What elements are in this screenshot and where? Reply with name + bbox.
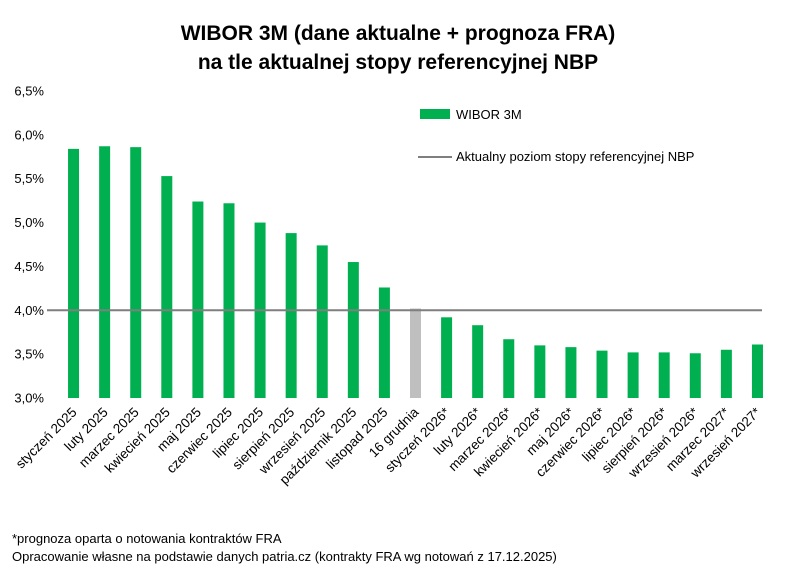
bar-15 xyxy=(534,345,546,398)
bar-17 xyxy=(596,350,608,398)
bar-12 xyxy=(441,317,453,398)
bar-4 xyxy=(192,201,204,398)
legend-swatch-wibor xyxy=(420,109,450,119)
bar-2 xyxy=(130,147,142,398)
bar-19 xyxy=(658,352,670,398)
bar-22 xyxy=(751,344,763,398)
bar-13 xyxy=(472,325,484,398)
y-tick-label: 3,5% xyxy=(14,347,44,362)
legend-label-wibor: WIBOR 3M xyxy=(456,107,522,122)
bar-9 xyxy=(347,262,359,398)
y-tick-label: 6,5% xyxy=(14,84,44,99)
bar-5 xyxy=(223,203,235,398)
bar-10 xyxy=(378,287,390,398)
y-tick-label: 6,0% xyxy=(14,127,44,142)
bar-14 xyxy=(503,339,515,398)
footnote-forecast: *prognoza oparta o notowania kontraktów … xyxy=(12,531,282,546)
y-tick-label: 5,5% xyxy=(14,171,44,186)
y-tick-label: 4,5% xyxy=(14,259,44,274)
y-tick-label: 4,0% xyxy=(14,303,44,318)
y-tick-label: 3,0% xyxy=(14,391,44,406)
bar-0 xyxy=(68,148,80,398)
bar-1 xyxy=(99,146,111,398)
y-tick-label: 5,0% xyxy=(14,215,44,230)
bar-7 xyxy=(285,233,297,398)
bar-18 xyxy=(627,352,639,398)
bar-series xyxy=(68,146,763,398)
footnote-source: Opracowanie własne na podstawie danych p… xyxy=(12,549,557,564)
bar-21 xyxy=(720,349,732,398)
legend-label-reference: Aktualny poziom stopy referencyjnej NBP xyxy=(456,149,694,164)
chart-title-line-1: WIBOR 3M (dane aktualne + prognoza FRA) xyxy=(181,22,616,45)
y-axis: 3,0% 3,5% 4,0% 4,5% 5,0% 5,5% 6,0% 6,5% xyxy=(14,84,44,406)
chart-title-line-2: na tle aktualnej stopy referencyjnej NBP xyxy=(198,51,598,74)
bar-8 xyxy=(316,245,328,398)
bar-16 xyxy=(565,347,577,398)
bar-3 xyxy=(161,176,173,398)
legend: WIBOR 3M Aktualny poziom stopy referency… xyxy=(418,107,694,164)
bar-11 xyxy=(410,308,421,398)
bar-20 xyxy=(689,353,701,398)
